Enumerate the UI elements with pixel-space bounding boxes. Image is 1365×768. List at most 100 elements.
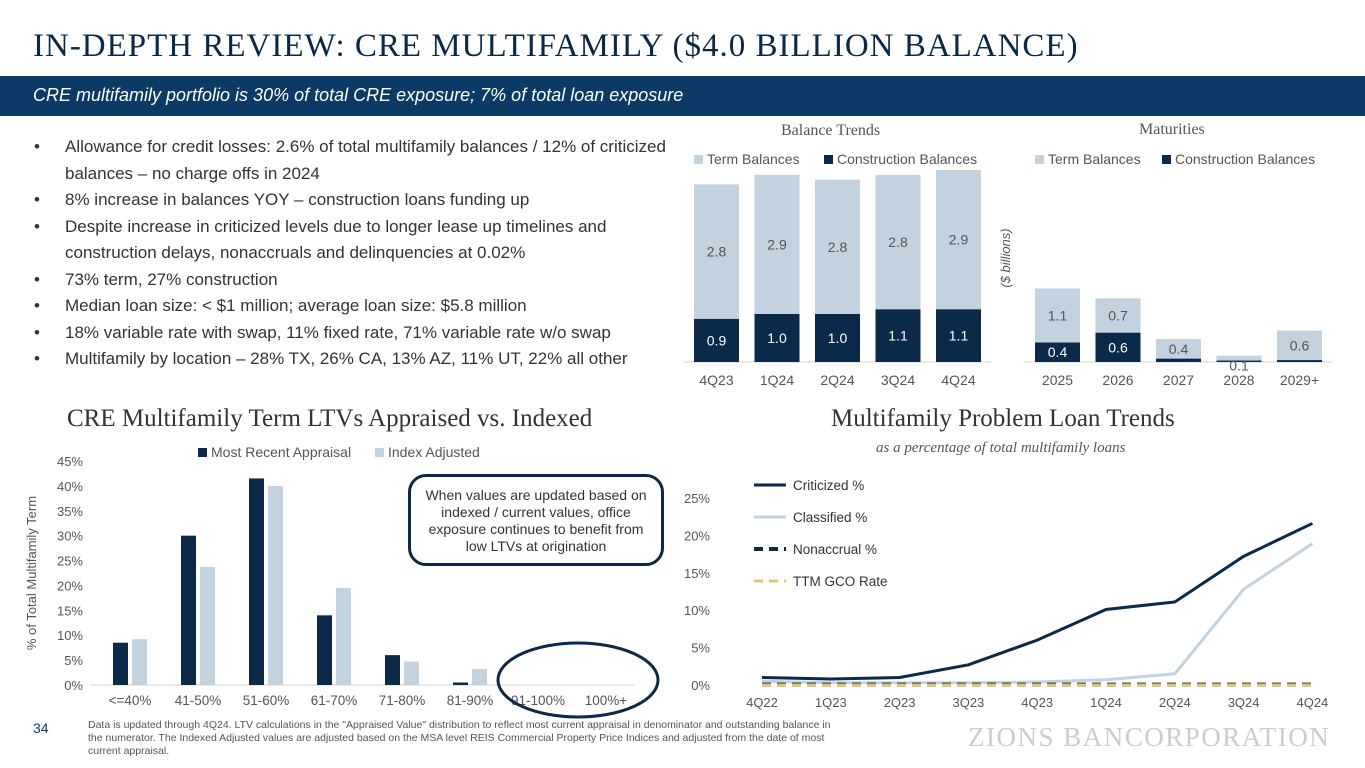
problem-section-title: Multifamily Problem Loan Trends xyxy=(831,405,1175,432)
bar-appraisal xyxy=(249,478,264,685)
bar-appraisal xyxy=(181,535,196,685)
y-tick-label: 20% xyxy=(684,528,710,543)
legend-label-construction: Construction Balances xyxy=(1175,151,1315,167)
bar-term xyxy=(815,179,860,314)
x-tick-label: 2029+ xyxy=(1280,372,1319,388)
legend-label-term: Term Balances xyxy=(1048,151,1141,167)
problem-loan-trends-chart: 0% 5% 10% 15% 20% 25% 4Q22 1Q23 2Q23 3Q23 4Q23 1Q24… xyxy=(684,478,1328,710)
x-tick-label: 4Q23 xyxy=(699,372,733,388)
data-label-term: 0.6 xyxy=(1290,337,1310,353)
legend-label-construction: Construction Balances xyxy=(837,151,977,167)
x-tick-label: <=40% xyxy=(109,693,152,708)
data-label-construction: 1.1 xyxy=(888,328,908,344)
data-label-term: 0.1 xyxy=(1229,358,1249,374)
bullet-item: Multifamily by location – 28% TX, 26% CA… xyxy=(30,346,670,373)
bar-indexed xyxy=(336,587,351,685)
line-series-0 xyxy=(761,522,1314,681)
data-label-term: 2.8 xyxy=(707,244,727,260)
bar-construction xyxy=(1277,360,1322,362)
x-tick-label: 3Q24 xyxy=(1228,695,1260,710)
data-label-term: 0.7 xyxy=(1108,307,1128,323)
data-label-term: 2.8 xyxy=(828,239,848,255)
legend-swatch-indexed xyxy=(375,448,384,457)
x-tick-label: 91-100% xyxy=(511,693,565,708)
bar-term xyxy=(1035,288,1080,343)
bar-construction xyxy=(1156,358,1201,362)
x-tick-label: 100%+ xyxy=(585,693,628,708)
problem-section-subtitle: as a percentage of total multifamily loa… xyxy=(876,440,1126,456)
data-label-construction: 0.4 xyxy=(1048,344,1068,360)
x-tick-label: 4Q22 xyxy=(746,695,778,710)
x-tick-label: 2025 xyxy=(1042,372,1073,388)
key-points-list: Allowance for credit losses: 2.6% of tot… xyxy=(30,134,670,373)
legend-label-0: Criticized % xyxy=(793,478,864,493)
data-label-term: 2.9 xyxy=(767,236,787,252)
bar-appraisal xyxy=(113,642,128,685)
bullet-item: Allowance for credit losses: 2.6% of tot… xyxy=(30,134,670,187)
bar-appraisal xyxy=(317,615,332,685)
bar-indexed xyxy=(132,639,147,685)
ltv-section-title: CRE Multifamily Term LTVs Appraised vs. … xyxy=(67,405,593,432)
data-label-construction: 1.0 xyxy=(767,330,787,346)
y-tick-label: 20% xyxy=(57,578,83,593)
maturities-chart: Term Balances Construction Balances 0.4 1.1… xyxy=(998,151,1332,388)
bar-term xyxy=(1216,355,1262,361)
maturities-chart-title: Maturities xyxy=(1139,121,1205,138)
legend-label-appraisal: Most Recent Appraisal xyxy=(211,444,351,460)
bullet-item: 73% term, 27% construction xyxy=(30,267,670,294)
x-tick-label: 4Q23 xyxy=(1021,695,1053,710)
legend-swatch-term xyxy=(694,155,703,164)
legend-swatch-appraisal xyxy=(198,448,207,457)
x-tick-label: 2Q24 xyxy=(1159,695,1191,710)
bar-construction xyxy=(754,314,800,362)
data-label-term: 1.1 xyxy=(1048,307,1068,323)
bar-term xyxy=(754,174,800,314)
ltv-chart: 0% 5% 10% 15% 20% 25% 30% 35% 40% 45% % of Total M… xyxy=(24,444,660,719)
bar-indexed xyxy=(472,669,487,685)
x-tick-label: 1Q23 xyxy=(815,695,847,710)
bar-indexed xyxy=(268,485,283,685)
balance-chart-title: Balance Trends xyxy=(781,122,881,139)
legend-label-indexed: Index Adjusted xyxy=(388,444,480,460)
x-tick-label: 4Q24 xyxy=(1296,695,1328,710)
highlight-ellipse xyxy=(496,641,660,719)
data-label-term: 2.8 xyxy=(888,234,908,250)
x-tick-label: 4Q24 xyxy=(941,372,975,388)
data-label-construction: 0.6 xyxy=(1108,339,1128,355)
banner-text: CRE multifamily portfolio is 30% of tota… xyxy=(33,85,684,105)
x-tick-label: 41-50% xyxy=(175,693,222,708)
bar-appraisal xyxy=(453,682,468,685)
x-tick-label: 61-70% xyxy=(311,693,358,708)
bar-appraisal xyxy=(385,655,400,685)
x-tick-label: 3Q24 xyxy=(881,372,915,388)
y-tick-label: 5% xyxy=(691,641,710,656)
x-tick-label: 1Q24 xyxy=(1090,695,1122,710)
bar-term xyxy=(694,184,739,319)
x-tick-label: 1Q24 xyxy=(760,372,794,388)
bar-term xyxy=(1095,298,1141,333)
legend-swatch-construction xyxy=(824,155,833,164)
bar-indexed xyxy=(200,567,215,685)
data-label-construction: 1.1 xyxy=(949,328,969,344)
company-logo: ZIONS BANCORPORATION xyxy=(968,722,1331,752)
x-tick-label: 81-90% xyxy=(447,693,494,708)
y-tick-label: 10% xyxy=(684,603,710,618)
bar-construction xyxy=(1216,360,1262,362)
bullet-item: Despite increase in criticized levels du… xyxy=(30,214,670,267)
legend-label-1: Classified % xyxy=(793,510,867,525)
data-label-construction: 1.0 xyxy=(828,330,848,346)
y-tick-label: 35% xyxy=(57,504,83,519)
bar-indexed xyxy=(404,661,419,685)
legend-label-2: Nonaccrual % xyxy=(793,542,877,557)
y-tick-label: 25% xyxy=(684,491,710,506)
footnote: Data is updated through 4Q24. LTV calcul… xyxy=(88,719,831,757)
bar-construction xyxy=(1035,342,1080,362)
x-tick-label: 2Q23 xyxy=(884,695,916,710)
balance-trends-chart: Term Balances Construction Balances 0.9 2.8… xyxy=(684,151,991,388)
bar-term xyxy=(936,170,981,310)
y-tick-label: 0% xyxy=(64,678,83,693)
y-tick-label: 25% xyxy=(57,554,83,569)
y-axis-label: % of Total Multifamily Term xyxy=(24,496,39,650)
bar-construction xyxy=(694,318,739,362)
y-tick-label: 45% xyxy=(57,454,83,469)
